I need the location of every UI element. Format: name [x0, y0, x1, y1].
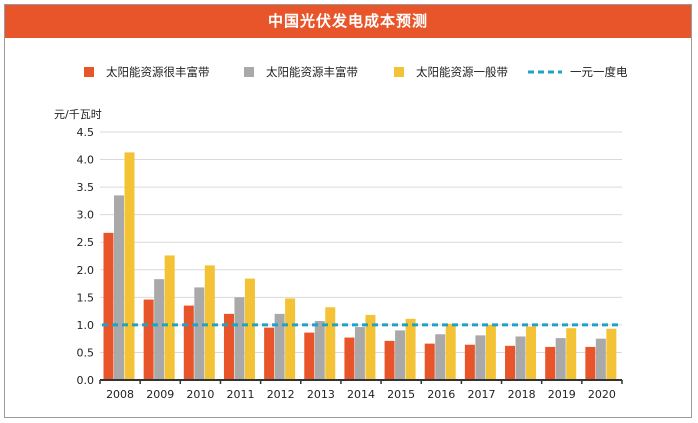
bar-2014-series-2	[365, 314, 376, 380]
bar-2008-series-2	[124, 152, 135, 380]
x-tick-label: 2017	[467, 388, 495, 401]
bar-2014-series-1	[354, 327, 365, 380]
bar-2020-series-0	[585, 346, 596, 380]
bar-2020-series-1	[595, 338, 606, 380]
bar-2012-series-2	[285, 298, 296, 380]
bar-2015-series-1	[395, 330, 406, 380]
bar-2011-series-0	[223, 313, 234, 380]
x-tick-label: 2020	[588, 388, 616, 401]
x-tick-label: 2019	[548, 388, 576, 401]
legend-label-series-0: 太阳能资源很丰富带	[106, 65, 210, 79]
y-tick-label: 1.0	[77, 319, 95, 332]
x-tick-label: 2011	[227, 388, 255, 401]
bar-2017-series-0	[464, 344, 475, 380]
bar-2008-series-0	[103, 232, 114, 380]
bar-2018-series-0	[505, 345, 516, 380]
bar-2016-series-0	[424, 343, 435, 380]
bar-2012-series-1	[274, 313, 285, 380]
bar-2009-series-0	[143, 299, 154, 380]
legend-swatch-series-0	[84, 67, 94, 77]
x-tick-label: 2012	[267, 388, 295, 401]
bar-2019-series-0	[545, 346, 556, 380]
y-tick-label: 3.5	[77, 181, 95, 194]
bar-2013-series-2	[325, 307, 336, 380]
y-tick-label: 1.5	[77, 291, 95, 304]
y-tick-label: 3.0	[77, 209, 95, 222]
bar-2020-series-2	[606, 328, 617, 380]
bar-2017-series-2	[485, 324, 496, 380]
bar-2019-series-1	[555, 338, 566, 380]
bar-2018-series-2	[526, 326, 537, 380]
bar-2016-series-2	[445, 323, 456, 380]
legend-label-series-2: 太阳能资源一般带	[416, 65, 508, 79]
x-tick-label: 2016	[427, 388, 455, 401]
x-tick-label: 2013	[307, 388, 335, 401]
y-tick-label: 2.5	[77, 236, 95, 249]
x-tick-label: 2008	[106, 388, 134, 401]
y-tick-label: 0.5	[77, 346, 95, 359]
x-tick-label: 2014	[347, 388, 375, 401]
y-tick-label: 4.5	[77, 126, 95, 139]
bar-2019-series-2	[566, 328, 577, 380]
legend-label-series-1: 太阳能资源丰富带	[266, 65, 358, 79]
bar-2009-series-2	[164, 255, 175, 380]
bar-2009-series-1	[154, 279, 165, 380]
bar-2012-series-0	[264, 327, 275, 380]
legend-label-reference: 一元一度电	[570, 65, 628, 79]
x-tick-label: 2015	[387, 388, 415, 401]
y-tick-label: 0.0	[77, 374, 95, 387]
y-axis-label: 元/千瓦时	[54, 108, 102, 121]
bar-2013-series-1	[314, 321, 325, 380]
bar-2013-series-0	[304, 332, 315, 380]
x-tick-label: 2009	[146, 388, 174, 401]
y-tick-label: 4.0	[77, 154, 95, 167]
bar-2010-series-2	[204, 265, 215, 380]
bar-2010-series-0	[183, 305, 194, 380]
legend-swatch-series-1	[244, 67, 254, 77]
bar-2011-series-1	[234, 297, 245, 380]
bar-2008-series-1	[114, 195, 124, 380]
bar-2014-series-0	[344, 337, 355, 380]
bar-2015-series-0	[384, 340, 395, 380]
chart-title-banner: 中国光伏发电成本预测	[5, 5, 691, 38]
bar-2010-series-1	[194, 287, 205, 380]
y-tick-label: 2.0	[77, 264, 95, 277]
x-tick-label: 2010	[186, 388, 214, 401]
bar-2015-series-2	[405, 318, 416, 380]
bar-2017-series-1	[475, 335, 486, 380]
bar-2011-series-2	[244, 278, 255, 380]
bar-2016-series-1	[435, 334, 446, 380]
x-tick-label: 2018	[508, 388, 536, 401]
legend-swatch-series-2	[394, 67, 404, 77]
bar-2018-series-1	[515, 336, 526, 380]
